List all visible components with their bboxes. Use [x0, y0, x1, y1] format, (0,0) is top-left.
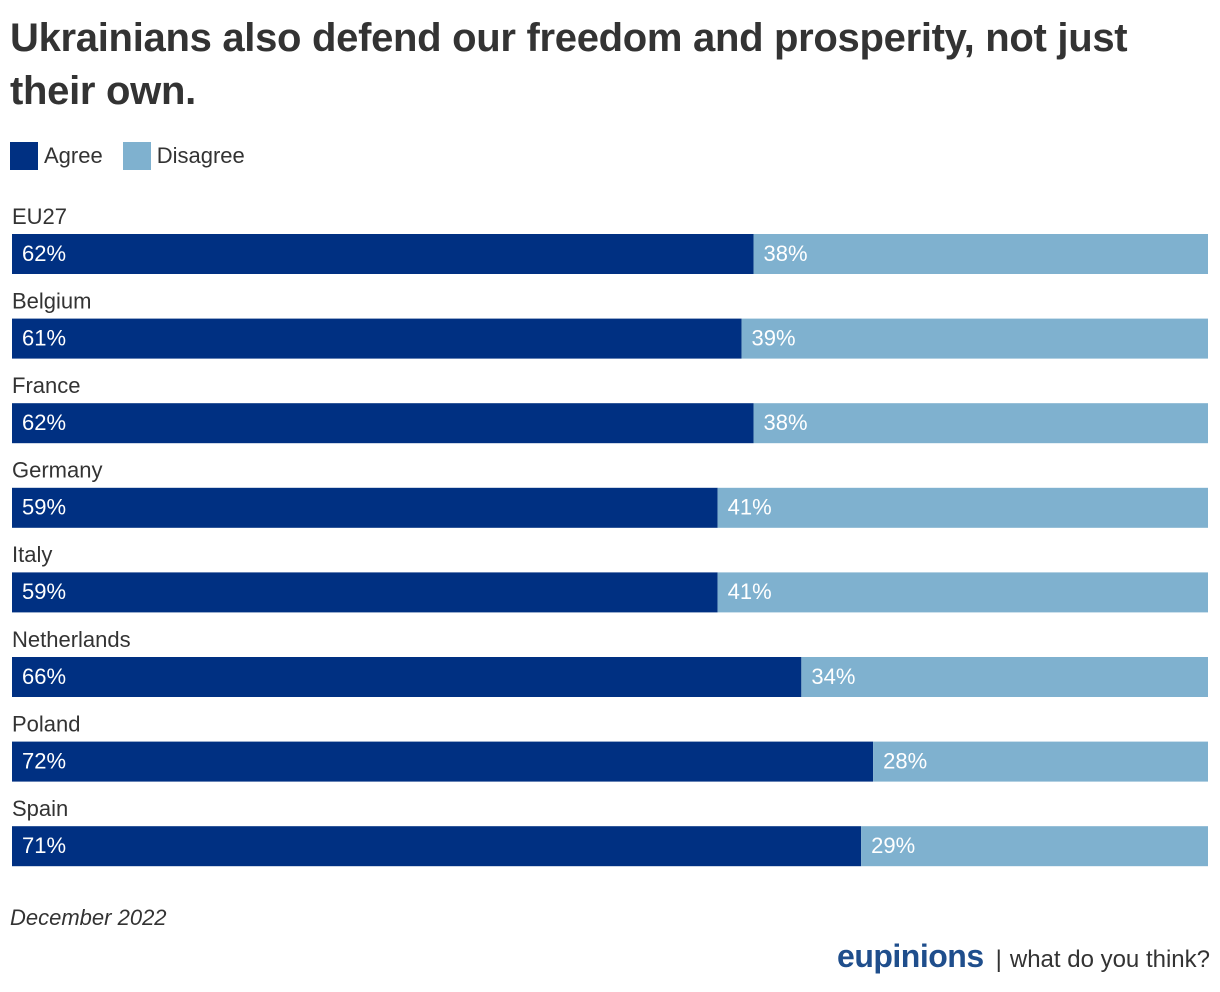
data-label-agree-italy: 59%: [22, 579, 66, 604]
category-label-italy: Italy: [12, 542, 52, 567]
legend-label-disagree: Disagree: [156, 143, 245, 168]
bar-agree-netherlands: [12, 657, 802, 697]
data-label-agree-france: 62%: [22, 410, 66, 435]
survey-date: December 2022: [10, 905, 167, 930]
bar-disagree-netherlands: [801, 657, 1208, 697]
brand-logo: eupinions: [837, 938, 984, 974]
category-label-poland: Poland: [12, 711, 81, 736]
legend-swatch-disagree: [122, 142, 151, 170]
category-label-belgium: Belgium: [12, 288, 91, 313]
data-label-disagree-netherlands: 34%: [811, 664, 855, 689]
bar-disagree-italy: [717, 572, 1208, 613]
data-label-disagree-germany: 41%: [728, 495, 772, 520]
brand-tagline: what do you think?: [1009, 946, 1210, 973]
data-label-disagree-poland: 28%: [883, 748, 927, 773]
legend: Agree Disagree: [10, 141, 265, 171]
bar-agree-eu27: [12, 234, 754, 274]
bar-agree-germany: [12, 487, 718, 528]
bar-disagree-eu27: [753, 234, 1208, 274]
data-label-agree-netherlands: 66%: [22, 664, 66, 689]
data-label-disagree-france: 38%: [764, 410, 808, 435]
bar-agree-spain: [12, 826, 862, 867]
brand-separator: |: [995, 946, 1002, 973]
bar-agree-belgium: [12, 318, 742, 359]
chart-title: Ukrainians also defend our freedom and p…: [10, 16, 1128, 113]
bar-agree-france: [12, 403, 754, 444]
data-label-disagree-spain: 29%: [871, 833, 915, 858]
branding: eupinions | what do you think?: [837, 938, 1210, 975]
category-label-spain: Spain: [12, 796, 68, 821]
legend-label-agree: Agree: [44, 143, 103, 168]
category-label-eu27: EU27: [12, 204, 67, 229]
bar-disagree-belgium: [741, 318, 1208, 359]
data-label-disagree-italy: 41%: [728, 579, 772, 604]
category-label-germany: Germany: [12, 458, 102, 483]
data-label-agree-eu27: 62%: [22, 241, 66, 266]
legend-swatch-agree: [10, 142, 38, 170]
bar-disagree-poland: [873, 741, 1208, 782]
bar-disagree-spain: [861, 826, 1208, 867]
data-label-agree-germany: 59%: [22, 495, 66, 520]
data-label-agree-poland: 72%: [22, 748, 66, 773]
legend-item-agree: Agree: [10, 142, 103, 170]
bar-disagree-france: [753, 403, 1208, 444]
bar-disagree-germany: [717, 487, 1208, 528]
data-label-agree-belgium: 61%: [22, 325, 66, 350]
bar-agree-poland: [12, 741, 874, 782]
category-label-france: France: [12, 373, 80, 398]
bar-agree-italy: [12, 572, 718, 613]
data-label-agree-spain: 71%: [22, 833, 66, 858]
data-label-disagree-belgium: 39%: [752, 325, 796, 350]
data-label-disagree-eu27: 38%: [764, 241, 808, 266]
legend-item-disagree: Disagree: [122, 142, 245, 170]
category-label-netherlands: Netherlands: [12, 627, 131, 652]
